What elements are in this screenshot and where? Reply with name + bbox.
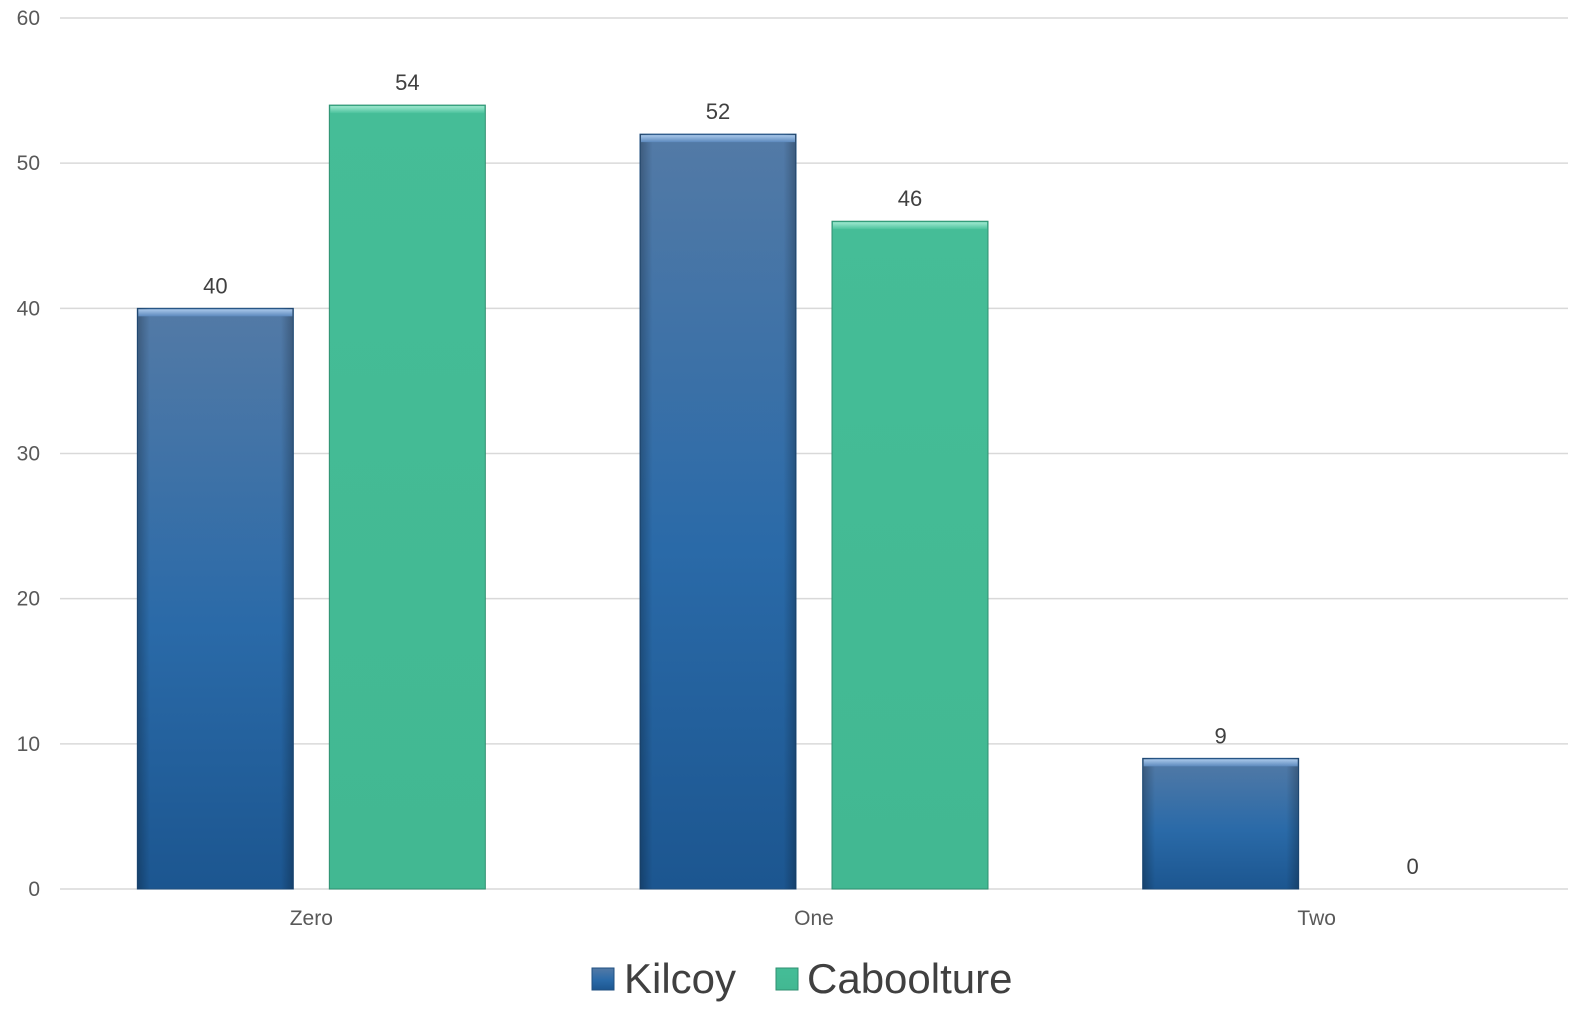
x-tick-label-two: Two: [1297, 907, 1336, 930]
x-tick-label-zero: Zero: [290, 907, 333, 930]
bar-cap-kilcoy-one: [641, 135, 795, 143]
bar-shade-zero: [137, 308, 294, 889]
y-tick-label: 50: [17, 152, 40, 175]
legend-label-caboolture: Caboolture: [807, 955, 1012, 1002]
y-tick-label: 30: [17, 443, 40, 466]
y-tick-label: 0: [28, 878, 40, 901]
x-axis: Zero One Two: [290, 907, 1336, 930]
legend: Kilcoy Caboolture: [591, 955, 1012, 1002]
data-labels: 40 54 52 46 9 0: [203, 70, 1419, 879]
data-label-kilcoy-one: 52: [706, 99, 730, 124]
gridlines: [60, 17, 1568, 890]
data-label-caboolture-one: 46: [898, 186, 922, 211]
legend-swatch-caboolture: [775, 967, 799, 991]
legend-item-caboolture: Caboolture: [775, 955, 1012, 1002]
y-tick-label: 60: [17, 7, 40, 30]
data-label-caboolture-zero: 54: [395, 70, 419, 95]
bar-shade-two: [1142, 758, 1299, 889]
y-tick-label: 20: [17, 588, 40, 611]
bar-shade-one: [640, 134, 796, 890]
data-label-kilcoy-two: 9: [1215, 723, 1227, 748]
x-tick-label-one: One: [794, 907, 834, 930]
bar-cap-kilcoy-two: [1143, 759, 1298, 767]
legend-label-kilcoy: Kilcoy: [624, 955, 736, 1002]
data-label-caboolture-two: 0: [1407, 854, 1419, 879]
data-label-kilcoy-zero: 40: [203, 273, 227, 298]
bar-caboolture-one: [831, 220, 989, 890]
legend-item-kilcoy: Kilcoy: [591, 955, 736, 1002]
bar-cap-caboolture-zero: [330, 106, 485, 114]
y-tick-label: 10: [17, 733, 40, 756]
bar-cap-caboolture-one: [833, 222, 987, 230]
bars: [136, 104, 1300, 890]
bar-caboolture-zero: [328, 104, 486, 890]
y-axis: 0 10 20 30 40 50 60: [17, 7, 40, 901]
y-tick-label: 40: [17, 297, 40, 320]
legend-swatch-kilcoy: [591, 967, 615, 991]
bar-cap-kilcoy-zero: [138, 309, 293, 317]
